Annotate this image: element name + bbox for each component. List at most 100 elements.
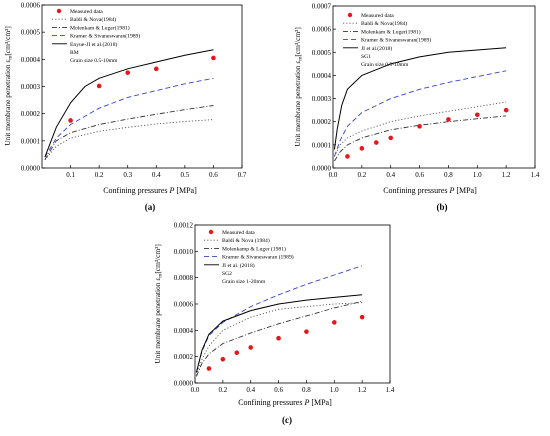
x-tick-label: 1.0 bbox=[330, 386, 339, 394]
x-tick-label: 1.0 bbox=[473, 171, 482, 179]
y-tick-label: 0.0003 bbox=[21, 83, 41, 91]
y-axis-label-text: Unit membrane penetration ε bbox=[3, 60, 12, 146]
series-line-3 bbox=[333, 70, 507, 157]
measured-point bbox=[474, 112, 480, 118]
x-tick-label: 0.0 bbox=[329, 171, 338, 179]
x-tick-label: 0.7 bbox=[238, 171, 247, 179]
x-axis-label: Confining pressures P [MPa] bbox=[103, 186, 197, 195]
legend-entry: Molenkamp & Luger (1981) bbox=[222, 245, 286, 252]
y-axis-label: Unit membrane penetration εm[cm³/cm²] bbox=[293, 27, 304, 147]
legend-entry: Molenkam & Luger(1981) bbox=[70, 24, 130, 31]
legend-note: Grain size 0.5-10mm bbox=[361, 62, 409, 68]
x-tick-label: 0.5 bbox=[180, 171, 189, 179]
y-tick-label: 0.0006 bbox=[312, 26, 332, 34]
measured-point bbox=[373, 140, 379, 145]
y-tick-label: 0.0010 bbox=[174, 248, 194, 256]
y-axis-label-sub: m bbox=[299, 57, 304, 61]
y-tick-label: 0.0000 bbox=[312, 165, 332, 173]
x-tick-label: 0.1 bbox=[66, 171, 75, 179]
x-tick-label: 0.0 bbox=[191, 386, 200, 394]
series-line-4 bbox=[195, 294, 363, 373]
series-line-4 bbox=[333, 47, 507, 150]
x-axis-label-text: Confining pressures bbox=[238, 398, 304, 407]
legend-marker-measured bbox=[347, 12, 353, 18]
legend-note: RM bbox=[70, 50, 79, 56]
measured-point bbox=[248, 345, 254, 350]
legend-entry: Baldi & Nova (1984) bbox=[222, 237, 270, 244]
measured-point bbox=[417, 124, 422, 129]
y-tick-label: 0.0002 bbox=[312, 118, 332, 126]
panel-label: (c) bbox=[282, 415, 292, 425]
y-tick-label: 0.0012 bbox=[174, 222, 194, 230]
measured-point bbox=[220, 357, 226, 362]
legend-note: Grain size 1-20mm bbox=[222, 279, 266, 285]
chart-panel-1: 0.1 0.2 0.3 0.4 0.5 0.6 0.7 0.0000 0.0001 0.0002 0… bbox=[3, 2, 247, 213]
legend-entry: Kramer & Sivaneswaran(1989) bbox=[70, 33, 140, 40]
series-line-3 bbox=[44, 77, 214, 158]
y-tick-label: 0.0002 bbox=[21, 110, 41, 118]
y-tick-label: 0.0006 bbox=[174, 301, 194, 309]
measured-point bbox=[96, 83, 102, 89]
series-line-2 bbox=[334, 115, 507, 162]
legend-entry: Measured data bbox=[70, 9, 103, 15]
legend-note: SG1 bbox=[361, 54, 371, 60]
y-tick-label: 0.0007 bbox=[312, 3, 332, 11]
y-axis-label-unit: [cm³/cm²] bbox=[153, 244, 162, 273]
series-line-2 bbox=[44, 105, 214, 161]
y-tick-label: 0.0004 bbox=[174, 327, 194, 335]
measured-point bbox=[234, 350, 240, 356]
legend-marker-measured bbox=[56, 8, 62, 14]
measured-point bbox=[304, 329, 309, 334]
measured-point bbox=[331, 320, 337, 325]
legend-entry: Measured data bbox=[222, 230, 255, 236]
legend-marker-measured bbox=[208, 229, 214, 235]
series-line-1 bbox=[44, 119, 214, 161]
y-axis-label-unit: [cm³/cm²] bbox=[3, 26, 12, 55]
measured-point bbox=[345, 154, 350, 159]
measured-point bbox=[206, 366, 212, 371]
y-tick-label: 0.0001 bbox=[312, 141, 332, 149]
legend-entry: Kramer & Sivaneswaran (1989) bbox=[222, 254, 294, 261]
legend-note: Grain size 0.5-10mm bbox=[70, 58, 118, 64]
series-line-4 bbox=[44, 49, 214, 158]
x-axis-label-unit: [MPa] bbox=[309, 398, 332, 407]
legend-entry: JI et al.(2018) bbox=[361, 45, 392, 52]
x-tick-label: 0.6 bbox=[415, 171, 424, 179]
legend-entry: Baldi & Nova(1984) bbox=[70, 16, 116, 23]
x-axis-label-unit: [MPa] bbox=[174, 186, 197, 195]
y-axis-label-text: Unit membrane penetration ε bbox=[153, 278, 162, 364]
legend-entry: Baldi & Nova(1984) bbox=[361, 20, 407, 27]
y-tick-label: 0.0004 bbox=[312, 72, 332, 80]
x-tick-label: 1.2 bbox=[502, 171, 511, 179]
y-tick-label: 0.0005 bbox=[21, 29, 41, 37]
x-tick-label: 0.2 bbox=[357, 171, 366, 179]
legend-entry: Molenkam & Luger(1981) bbox=[361, 28, 421, 35]
x-axis-label: Confining pressures P [MPa] bbox=[383, 186, 477, 195]
y-axis-label-sub: m bbox=[159, 274, 164, 278]
x-tick-label: 0.2 bbox=[95, 171, 104, 179]
y-tick-label: 0.0001 bbox=[21, 137, 41, 145]
x-axis-label: Confining pressures P [MPa] bbox=[238, 398, 332, 407]
legend-entry: Enyue-JI et al.(2018) bbox=[70, 41, 118, 48]
x-axis-label-var: P bbox=[168, 186, 174, 195]
measured-point bbox=[503, 107, 509, 113]
x-tick-label: 1.2 bbox=[358, 386, 367, 394]
x-tick-label: 0.8 bbox=[444, 171, 453, 179]
measured-point bbox=[359, 146, 365, 151]
x-tick-label: 0.4 bbox=[246, 386, 255, 394]
x-tick-label: 0.6 bbox=[209, 171, 218, 179]
y-tick-label: 0.0000 bbox=[174, 380, 194, 388]
measured-point bbox=[211, 55, 216, 61]
y-axis-label-sub: m bbox=[9, 56, 14, 60]
x-axis-label-var: P bbox=[448, 186, 454, 195]
measured-point bbox=[276, 335, 281, 341]
y-tick-label: 0.0008 bbox=[174, 274, 194, 282]
x-tick-label: 1.4 bbox=[386, 386, 395, 394]
legend-note: SG2 bbox=[222, 271, 232, 277]
panel-label: (a) bbox=[145, 202, 156, 212]
measured-point bbox=[125, 70, 131, 75]
x-axis-label-var: P bbox=[303, 398, 309, 407]
